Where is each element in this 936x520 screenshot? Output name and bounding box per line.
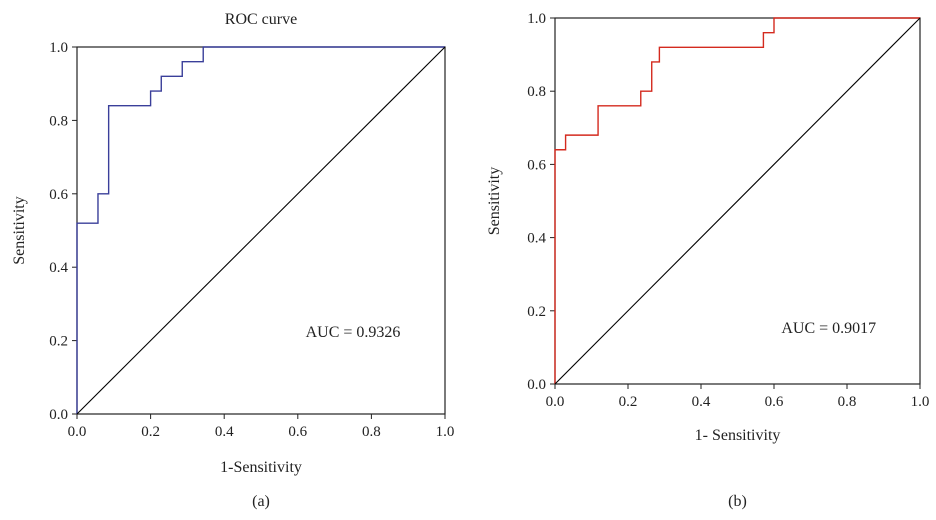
roc-panel-1: 0.0 0.2 0.4 0.6 0.8 1.0 0.0 0.2 0.4 0.6 0.8 1.0 ROC …: [11, 11, 454, 510]
x-tick-label: 0.0: [546, 394, 565, 410]
x-tick-label: 0.4: [692, 394, 711, 410]
y-tick-label: 0.4: [49, 260, 68, 276]
y-tick-label: 0.8: [527, 84, 546, 100]
chart-title: ROC curve: [225, 11, 297, 28]
x-tick-label: 1.0: [436, 424, 455, 440]
x-tick-label: 1.0: [911, 394, 930, 410]
y-tick-label: 0.6: [527, 157, 546, 173]
x-axis-label: 1-Sensitivity: [220, 459, 302, 476]
panel-label: (a): [252, 493, 270, 510]
x-tick-label: 0.6: [765, 394, 784, 410]
y-tick-label: 0.0: [49, 407, 68, 423]
reference-diagonal-line: [76, 46, 446, 415]
y-tick-label: 1.0: [527, 11, 546, 27]
auc-annotation: AUC = 0.9017: [781, 320, 876, 337]
x-tick-label: 0.8: [838, 394, 857, 410]
y-tick-label: 0.4: [527, 231, 546, 247]
y-tick-label: 0.0: [527, 377, 546, 393]
x-tick-label: 0.2: [619, 394, 638, 410]
x-tick-label: 0.6: [288, 424, 307, 440]
y-tick-label: 0.8: [49, 113, 68, 129]
x-tick-label: 0.2: [141, 424, 160, 440]
y-tick-label: 0.6: [49, 187, 68, 203]
x-tick-label: 0.0: [68, 424, 87, 440]
roc-panel-2: 0.0 0.2 0.4 0.6 0.8 1.0 0.0 0.2 0.4 0.6 0.8 1.0 1- S…: [486, 11, 929, 510]
reference-diagonal-line: [554, 17, 921, 385]
x-tick-label: 0.8: [362, 424, 381, 440]
y-tick-label: 1.0: [49, 40, 68, 56]
roc-curve-line: [554, 17, 920, 384]
y-tick-label: 0.2: [527, 304, 546, 320]
x-axis-label: 1- Sensitivity: [695, 427, 781, 444]
panel-label: (b): [728, 493, 747, 510]
roc-curve-line: [76, 46, 445, 414]
y-tick-label: 0.2: [49, 334, 68, 350]
y-axis-label: Sensitivity: [486, 167, 503, 235]
y-axis-label: Sensitivity: [11, 196, 28, 264]
auc-annotation: AUC = 0.9326: [306, 324, 401, 341]
x-tick-label: 0.4: [215, 424, 234, 440]
